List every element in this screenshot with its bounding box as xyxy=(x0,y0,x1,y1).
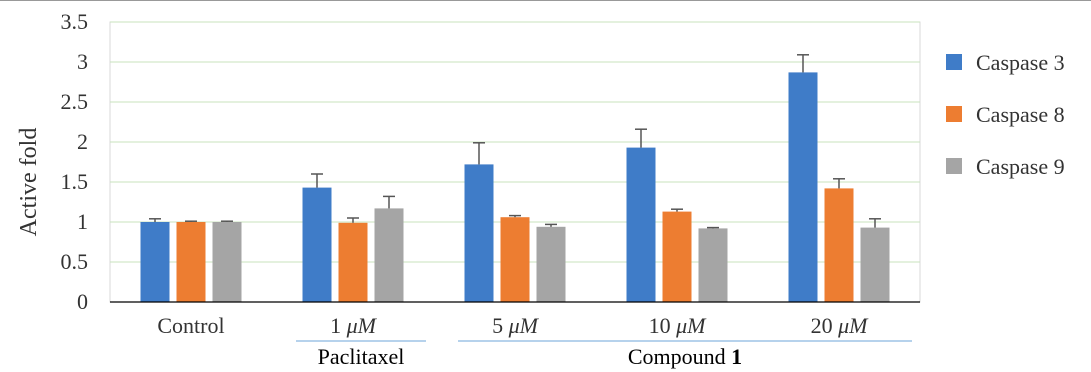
group-label: Compound 1 xyxy=(628,344,742,369)
x-axis-ticks: Control 1 μM 5 μM 10 μM 20 μM xyxy=(157,313,869,338)
bar xyxy=(698,228,728,302)
bar xyxy=(140,222,170,302)
bar xyxy=(302,187,332,302)
bar xyxy=(374,208,404,302)
x-tick-label: 1 μM xyxy=(330,313,378,338)
bar xyxy=(338,222,368,302)
bar xyxy=(176,222,206,302)
y-axis-title: Active fold xyxy=(16,128,42,237)
bar-series xyxy=(140,54,890,303)
legend-label: Caspase 3 xyxy=(976,50,1065,75)
group-label: Paclitaxel xyxy=(318,344,405,369)
y-tick-label: 1 xyxy=(77,209,88,234)
x-tick-label: 20 μM xyxy=(811,313,870,338)
y-tick-label: 3.5 xyxy=(61,9,89,34)
legend-swatch xyxy=(946,106,962,122)
bar xyxy=(824,188,854,302)
y-tick-label: 2 xyxy=(77,129,88,154)
x-tick-label: 10 μM xyxy=(649,313,708,338)
bar xyxy=(500,217,530,302)
y-tick-label: 2.5 xyxy=(61,89,89,114)
bar xyxy=(536,226,566,302)
bar xyxy=(662,211,692,302)
legend-swatch xyxy=(946,54,962,70)
x-tick-label: Control xyxy=(157,313,224,338)
bar xyxy=(212,222,242,302)
legend-label: Caspase 9 xyxy=(976,154,1065,179)
bar xyxy=(626,147,656,302)
gridlines xyxy=(110,21,920,263)
bar xyxy=(860,227,890,302)
bar xyxy=(788,72,818,303)
bar xyxy=(464,164,494,302)
y-tick-label: 3 xyxy=(77,49,88,74)
group-labels: Paclitaxel Compound 1 xyxy=(296,340,912,369)
x-tick-label: 5 μM xyxy=(492,313,540,338)
y-tick-label: 1.5 xyxy=(61,169,89,194)
legend: Caspase 3 Caspase 8 Caspase 9 xyxy=(946,50,1065,179)
legend-label: Caspase 8 xyxy=(976,102,1065,127)
legend-swatch xyxy=(946,158,962,174)
y-axis-ticks: 0 0.5 1 1.5 2 2.5 3 3.5 xyxy=(61,9,89,314)
y-tick-label: 0 xyxy=(77,289,88,314)
y-tick-label: 0.5 xyxy=(61,249,89,274)
